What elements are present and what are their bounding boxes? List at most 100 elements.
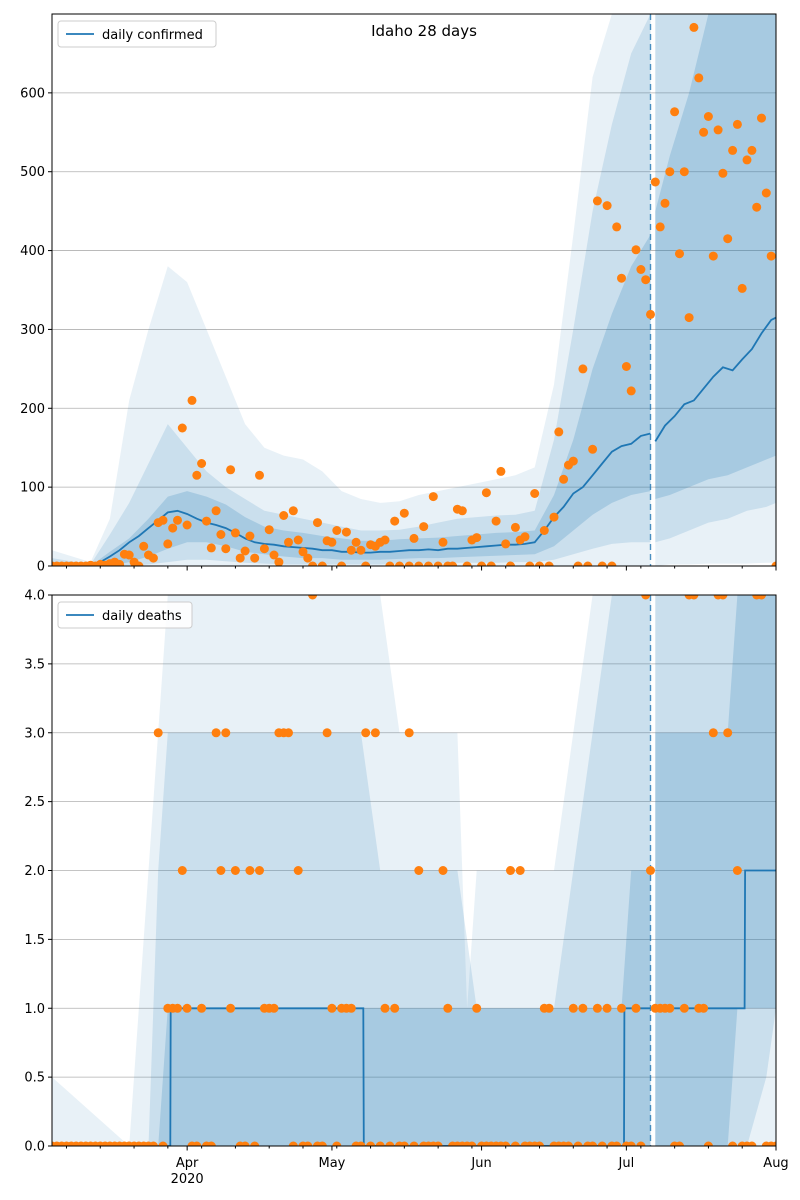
data-point [646, 866, 655, 875]
y-tick-label: 100 [20, 481, 45, 496]
data-point [747, 145, 757, 155]
data-point [192, 1141, 202, 1146]
data-point [752, 202, 762, 212]
data-point [404, 728, 414, 738]
data-point [675, 1141, 684, 1146]
data-point [732, 119, 742, 129]
data-point [250, 553, 260, 563]
data-point [578, 364, 588, 374]
data-point [699, 1003, 709, 1013]
data-point [361, 561, 371, 566]
confidence-band [655, 14, 776, 543]
y-tick-label: 600 [20, 86, 45, 101]
data-point [679, 1003, 689, 1013]
forecast-line [654, 316, 776, 442]
data-point [202, 516, 211, 526]
data-point [399, 1141, 409, 1146]
legend-label: daily confirmed [102, 28, 203, 43]
data-point [564, 1141, 573, 1146]
fit-line [52, 1007, 651, 1146]
data-point [448, 561, 458, 566]
data-point [414, 866, 424, 875]
data-point [404, 561, 414, 566]
data-point [481, 488, 491, 498]
data-point [578, 1003, 588, 1013]
data-point [390, 1003, 400, 1013]
y-tick-label: 0.5 [24, 1071, 45, 1086]
data-point [708, 251, 718, 261]
data-point [293, 866, 303, 875]
confidence-band [52, 14, 651, 566]
x-tick-label: May [319, 1156, 346, 1171]
confidence-band [52, 870, 651, 1146]
legend-box [57, 601, 193, 629]
data-point [230, 866, 240, 875]
y-tick-label: 500 [20, 165, 45, 180]
data-point [554, 427, 564, 437]
data-point [467, 1141, 477, 1146]
data-point [182, 520, 192, 530]
data-point [535, 561, 544, 566]
data-point [477, 561, 487, 566]
data-point [153, 728, 163, 738]
data-point [380, 535, 390, 545]
data-point [771, 1141, 776, 1146]
data-point [419, 522, 429, 532]
data-point [520, 532, 530, 542]
data-point [496, 466, 506, 476]
y-tick-label: 0.0 [24, 1140, 45, 1155]
data-point [124, 550, 134, 560]
plot-area [52, 14, 776, 566]
confidence-band [655, 14, 776, 566]
data-point [177, 866, 187, 875]
data-point [510, 522, 520, 532]
data-point [438, 537, 448, 547]
y-tick-label: 0 [37, 560, 45, 575]
data-point [655, 222, 665, 232]
data-point [139, 541, 149, 551]
data-point [549, 512, 559, 522]
data-point [491, 516, 501, 526]
shared-x-axis: Apr May Jun Jul Aug 2020 [171, 1156, 789, 1187]
data-point [631, 1003, 641, 1013]
data-point [245, 531, 255, 541]
data-point [433, 1141, 443, 1146]
data-point [641, 595, 651, 600]
data-point [723, 234, 733, 244]
data-point [317, 1141, 327, 1146]
data-point [148, 1141, 158, 1146]
data-point [308, 561, 318, 566]
x-tick-label: Jul [618, 1156, 635, 1171]
data-point [303, 553, 313, 563]
y-tick-label: 300 [20, 323, 45, 338]
data-point [708, 728, 718, 738]
data-point [380, 1003, 390, 1013]
y-tick-label: 1.5 [24, 933, 45, 948]
y-tick-label: 3.5 [24, 657, 45, 672]
data-point [602, 201, 612, 211]
data-point [703, 112, 713, 121]
data-point [510, 1141, 520, 1146]
confirmed-panel: 0 100 200 300 400 500 600 Idaho 28 days daily co… [20, 13, 777, 575]
axes-frame [51, 13, 777, 567]
data-point [332, 1141, 342, 1146]
data-point [660, 198, 670, 208]
data-point [501, 1141, 511, 1146]
data-point [766, 251, 776, 261]
data-point [757, 595, 766, 600]
data-point [665, 167, 675, 177]
data-point [313, 518, 322, 528]
data-point [370, 728, 380, 738]
x-year-label: 2020 [171, 1172, 204, 1187]
data-point [221, 728, 231, 738]
data-point [568, 1003, 578, 1013]
data-point [761, 188, 771, 198]
data-point [588, 444, 598, 454]
data-point [206, 543, 216, 553]
data-point [723, 728, 733, 738]
data-point [703, 1141, 713, 1146]
data-point [713, 125, 723, 135]
data-point [544, 561, 554, 566]
data-point [327, 1003, 337, 1013]
data-point [341, 527, 351, 537]
